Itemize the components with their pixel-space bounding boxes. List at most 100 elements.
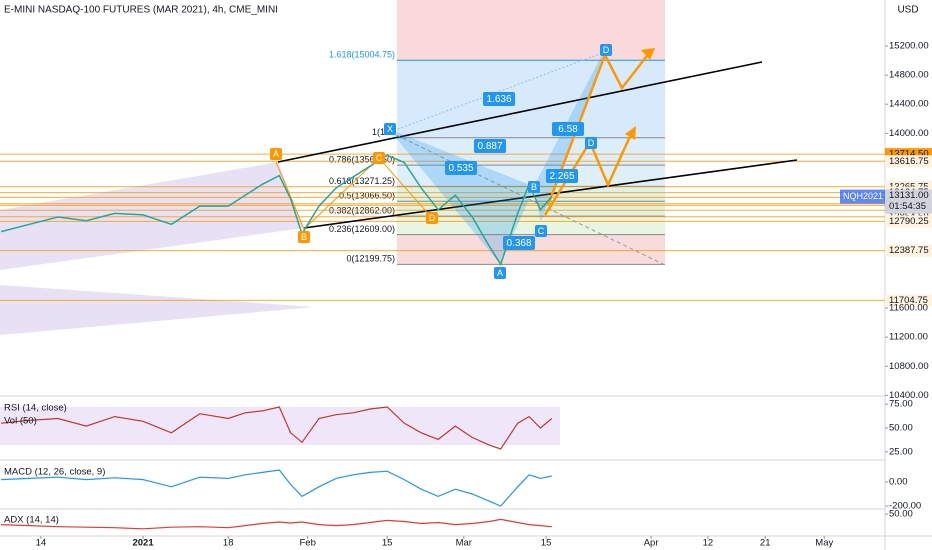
channel-line [277,61,763,163]
pattern-label: C [376,153,383,163]
ratio-label: 2.265 [549,171,574,182]
x-tick-label: 15 [382,538,393,549]
ratio-tag [445,161,477,175]
ratio-tag [552,122,584,136]
indicator-name: Vol (50) [4,416,37,427]
pattern-tag [600,44,612,56]
level-tag [885,294,932,307]
ratio-label: 0.535 [448,163,473,174]
indicator-name: MACD (12, 26, close, 9) [4,467,105,478]
ratio-label: 0.368 [506,238,531,249]
x-tick-label: 18 [223,538,234,549]
fib-label: 0.5(13066.50) [339,191,395,201]
indicator-name: ADX (14, 14) [4,515,59,526]
level-label: 13714.50 [889,149,929,160]
y-tick-label: 15200.00 [889,41,929,52]
y-tick-label: 14800.00 [889,70,929,81]
x-tick-label: 2021 [132,538,154,549]
level-tag [885,155,932,168]
pattern-line [275,157,433,230]
pattern-label: D [429,213,436,223]
level-tag [885,244,932,257]
x-tick-label: 12 [703,538,714,549]
level-label: 12790.25 [889,216,929,227]
currency-label: USD [897,5,918,16]
fib-label: 0.618(13271.25) [329,176,395,186]
fib-label: 1(139 [372,127,395,137]
channel-line [303,159,798,229]
fib-band [397,60,665,138]
arrow-head [625,126,636,140]
ratio-label: 0.887 [477,141,502,152]
level-label: 13616.75 [889,156,929,167]
pattern-label: D [603,45,610,55]
ratio-tag [474,139,506,153]
ratio-tag [483,92,515,106]
chart-title: E-MINI NASDAQ-100 FUTURES (MAR 2021), 4h… [4,5,278,16]
y-tick-label: 75.00 [889,399,913,410]
indicator-line [1,469,552,507]
x-tick-label: Apr [644,538,659,549]
pattern-label: A [497,268,503,278]
pattern-tag [528,181,540,193]
pattern-label: D [588,138,595,148]
symbol-label: NQH2021 [843,191,883,201]
ratio-label: 1.636 [486,94,511,105]
indicator-line [1,518,552,530]
pattern-label: X [387,124,393,134]
pattern-tag [298,231,310,243]
fib-label: 0(12199.75) [346,254,395,264]
pattern-tag [494,267,506,279]
ratio-tag [546,169,578,183]
y-tick-label: 25.00 [889,446,913,457]
x-tick-label: Feb [299,538,315,549]
y-tick-label: 0.00 [889,477,908,488]
x-tick-label: May [815,538,833,549]
y-tick-label: 50.00 [889,509,913,520]
level-label: 11704.75 [889,295,928,306]
ratio-label: 6.58 [558,124,578,135]
pattern-tag [373,152,385,164]
pattern-label: A [273,149,279,159]
x-tick-label: 14 [36,538,47,549]
ratio-tag [503,236,535,250]
y-tick-label: 10400.00 [889,390,929,401]
indicator-name: RSI (14, close) [4,403,67,414]
rsi-band [0,407,560,445]
y-tick-label: 50.00 [889,423,913,434]
y-tick-label: 11200.00 [889,332,928,343]
price-tag [885,189,932,214]
level-label: 12387.75 [889,245,929,256]
symbol-tag [840,189,885,204]
fib-band [397,216,665,235]
arrow-head [641,48,655,60]
pattern-tag [585,137,597,149]
pattern-fill [389,129,535,264]
wedge-fill [0,162,304,270]
fib-label: 1.618(15004.75) [329,50,395,60]
countdown-label: 01:54:35 [889,201,926,212]
last-price-label: 13131.00 [889,190,929,201]
indicator-line [1,406,553,450]
x-tick-label: 21 [760,538,771,549]
pattern-tag [426,212,438,224]
y-tick-label: 14000.00 [889,128,929,139]
fib-label: 0.786(13562.50) [329,155,395,165]
fib-zone [397,0,665,61]
fib-label: 0.236(12609.00) [329,224,395,234]
pattern-tag [535,225,547,237]
pattern-label: C [538,226,545,236]
price-line [0,154,553,267]
pattern-tag [270,148,282,160]
pattern-label: B [301,232,307,242]
wedge-fill [0,285,315,335]
y-tick-label: -200.00 [889,501,921,512]
pattern-tag [384,123,396,135]
y-tick-label: 14400.00 [889,99,929,110]
level-tag [885,215,932,228]
x-tick-label: Mar [456,538,472,549]
y-tick-label: 10800.00 [889,361,929,372]
pattern-label: B [531,182,537,192]
x-tick-label: 15 [541,538,552,549]
